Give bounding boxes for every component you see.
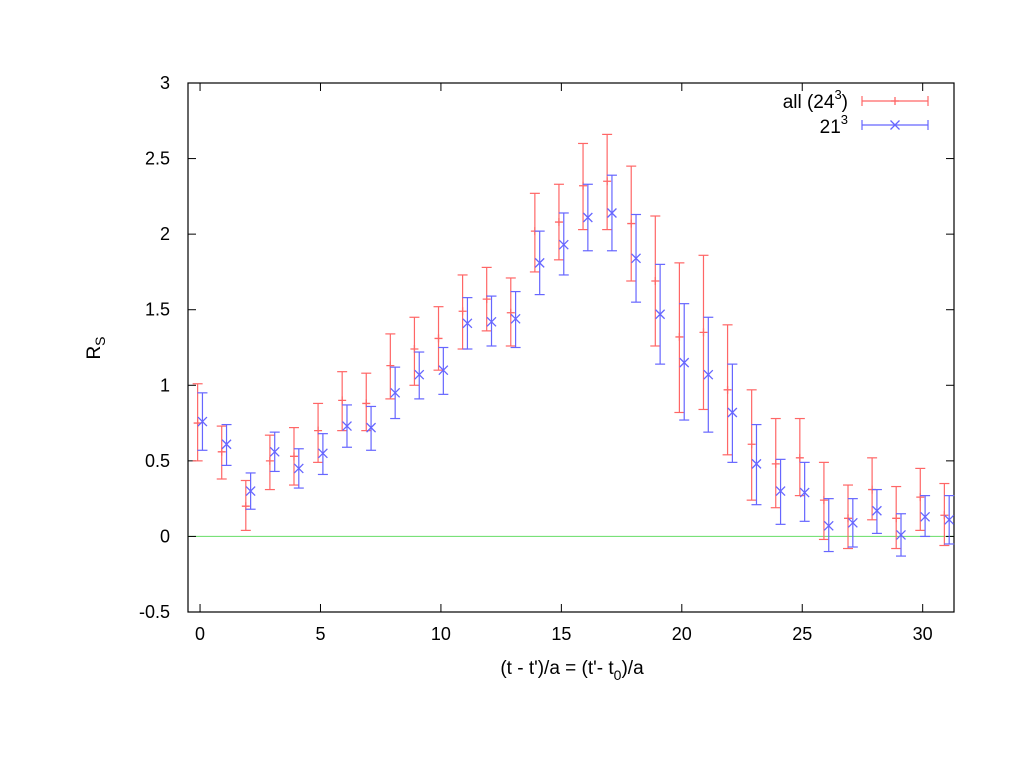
x-tick-label: 20 <box>672 624 692 644</box>
data-point-x <box>438 365 449 376</box>
data-point-plus <box>916 493 925 502</box>
y-tick-label: 3 <box>160 73 170 93</box>
data-point-x <box>390 387 401 398</box>
data-point-x <box>655 309 666 320</box>
legend-key-marker-x <box>890 120 900 130</box>
legend-label-series-1-pre: 21 <box>820 117 841 138</box>
axis-ticks <box>188 82 954 613</box>
data-point-plus <box>747 440 756 449</box>
series-0 <box>192 133 950 550</box>
data-point-x <box>775 486 786 497</box>
data-point-plus <box>217 447 226 456</box>
data-point-plus <box>723 385 732 394</box>
x-tick-label: 25 <box>792 624 812 644</box>
data-point-x <box>510 313 521 324</box>
series-1 <box>197 174 955 557</box>
data-point-x <box>823 520 834 531</box>
x-axis-label-main: (t - t')/a = (t'- t <box>500 658 614 679</box>
data-point-x <box>896 529 906 540</box>
y-tick-label: 2 <box>160 224 170 244</box>
data-point-plus <box>819 496 828 505</box>
data-point-x <box>920 511 931 522</box>
x-tick-label: 30 <box>913 624 933 644</box>
data-point-plus <box>892 514 901 523</box>
data-point-plus <box>771 459 780 468</box>
data-point-x <box>293 463 304 474</box>
data-point-x <box>582 212 593 223</box>
data-point-x <box>558 239 569 250</box>
data-point-x <box>317 448 328 459</box>
x-axis-label-sub: 0 <box>614 667 622 683</box>
data-point-plus <box>579 181 588 190</box>
data-point-plus <box>675 332 684 341</box>
data-point-plus <box>844 514 853 523</box>
data-point-x <box>221 439 232 450</box>
data-point-x <box>727 407 738 418</box>
data-point-x <box>486 316 497 327</box>
data-point-x <box>414 369 425 380</box>
data-point-x <box>269 446 280 457</box>
data-point-x <box>703 369 714 380</box>
legend-label-series-1: 213 <box>820 112 848 138</box>
data-point-x <box>751 458 762 469</box>
data-point-plus <box>651 276 660 285</box>
data-point-plus <box>699 328 708 337</box>
legend-key-marker-plus <box>891 97 899 105</box>
y-tick-label: 1 <box>160 375 170 395</box>
x-axis-label: (t - t')/a = (t'- t0)/a <box>500 658 644 683</box>
data-point-x <box>871 505 882 516</box>
plot-border <box>187 82 955 613</box>
legend-label-series-0: all (243) <box>783 87 848 113</box>
data-point-plus <box>506 308 515 317</box>
data-point-x <box>606 208 617 218</box>
x-tick-label: 15 <box>551 624 571 644</box>
y-tick-label: 0 <box>160 526 170 546</box>
data-point-plus <box>265 456 274 465</box>
series-layer <box>192 133 955 557</box>
legend-keys <box>861 96 929 130</box>
legend-label-series-0-post: ) <box>842 92 848 113</box>
legend-label-series-0-sup: 3 <box>834 87 841 102</box>
y-tick-label: 2.5 <box>145 149 170 169</box>
y-axis-label-sub: S <box>92 336 108 345</box>
data-point-x <box>462 318 473 329</box>
y-tick-label: -0.5 <box>139 602 170 622</box>
data-point-plus <box>458 307 467 316</box>
data-point-x <box>534 257 545 268</box>
data-point-plus <box>434 334 443 343</box>
data-point-plus <box>940 511 949 520</box>
data-point-x <box>944 514 955 525</box>
y-tick-label: 1.5 <box>145 300 170 320</box>
legend-label-series-1-sup: 3 <box>841 112 848 127</box>
data-point-x <box>197 416 208 427</box>
plot-area <box>187 82 955 613</box>
data-point-plus <box>795 453 804 462</box>
legend: all (243) 213 <box>783 87 929 138</box>
x-tick-label: 5 <box>315 624 325 644</box>
x-axis-label-tail: )/a <box>621 658 644 679</box>
y-axis-label-main: R <box>84 346 105 360</box>
data-point-x <box>342 421 352 432</box>
data-point-plus <box>289 452 298 461</box>
data-point-x <box>847 517 858 528</box>
data-point-plus <box>554 218 563 227</box>
x-tick-label: 0 <box>195 624 205 644</box>
data-point-plus <box>627 219 636 228</box>
data-point-x <box>799 487 810 498</box>
data-point-x <box>366 422 377 433</box>
y-axis-label: RS <box>84 336 108 359</box>
data-point-x <box>679 357 690 368</box>
y-tick-label: 0.5 <box>145 451 170 471</box>
data-point-plus <box>603 177 612 186</box>
legend-label-series-0-pre: all (24 <box>783 92 835 113</box>
data-point-plus <box>386 361 395 370</box>
x-tick-label: 10 <box>431 624 451 644</box>
data-point-x <box>631 253 641 264</box>
data-point-plus <box>338 396 347 405</box>
tick-labels: 0 5 10 15 20 25 30 -0.5 0 0.5 1 1.5 2 2.5 3 <box>139 73 933 644</box>
data-point-x <box>245 486 256 497</box>
